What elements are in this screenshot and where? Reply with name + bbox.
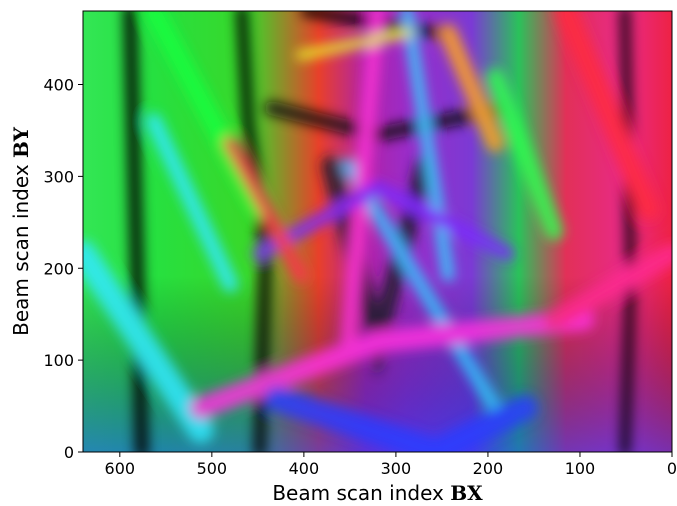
plot-frame — [82, 10, 673, 453]
x-tick-label: 300 — [381, 459, 412, 478]
x-tick-label: 500 — [197, 459, 228, 478]
y-axis-label: Beam scan index BY — [9, 126, 33, 335]
x-tick-label: 200 — [473, 459, 504, 478]
y-tick-label: 100 — [43, 351, 74, 370]
y-tick-label: 0 — [64, 443, 74, 462]
y-tick-label: 200 — [43, 259, 74, 278]
x-axis-label: Beam scan index BX — [272, 481, 483, 505]
x-tick-label: 100 — [565, 459, 596, 478]
y-tick-label: 300 — [43, 167, 74, 186]
y-axis: 0 100 200 300 400 — [43, 76, 83, 462]
x-tick-label: 0 — [667, 459, 677, 478]
x-tick-label: 600 — [105, 459, 136, 478]
heatmap-image — [83, 11, 672, 452]
x-tick-label: 400 — [289, 459, 320, 478]
x-axis: 600 500 400 300 200 100 0 — [105, 452, 677, 478]
y-tick-label: 400 — [43, 76, 74, 95]
